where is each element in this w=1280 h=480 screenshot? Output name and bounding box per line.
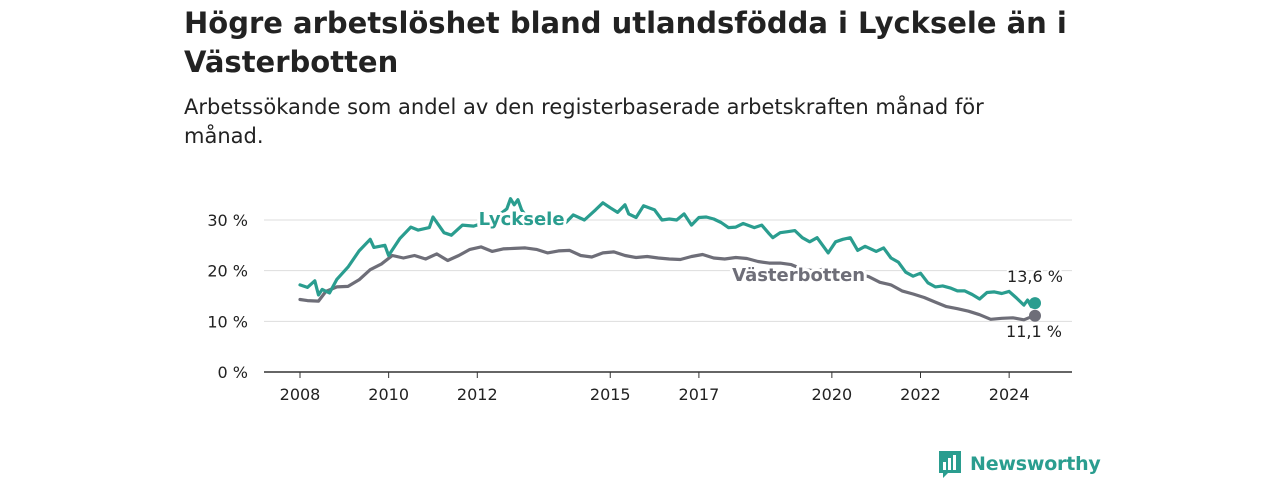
x-tick-label: 2015 xyxy=(590,385,631,404)
y-tick-label: 20 % xyxy=(207,262,248,281)
newsworthy-logo: Newsworthy xyxy=(937,449,1101,479)
y-tick-label: 0 % xyxy=(218,363,248,382)
newsworthy-logo-text: Newsworthy xyxy=(970,453,1101,475)
axes: 0 % 10 % 20 % 30 % 2008 2010 2012 2015 2017 2020 2… xyxy=(207,211,1072,404)
y-tick-label: 10 % xyxy=(207,312,248,331)
newsworthy-logo-icon xyxy=(939,451,961,478)
chart-title: Högre arbetslöshet bland utlandsfödda i … xyxy=(184,6,1067,79)
x-tick-label: 2024 xyxy=(989,385,1030,404)
x-tick-label: 2017 xyxy=(679,385,720,404)
series-end-label: 13,6 % xyxy=(1007,267,1063,286)
series-end-point xyxy=(1029,297,1041,310)
series-end-label: 11,1 % xyxy=(1006,322,1062,341)
x-tick-label: 2012 xyxy=(457,385,498,404)
series-name-label: Västerbotten xyxy=(732,265,865,286)
series-end-point xyxy=(1029,309,1041,322)
x-tick-label: 2010 xyxy=(368,385,409,404)
y-tick-label: 30 % xyxy=(207,211,248,230)
series-lines xyxy=(298,197,1037,322)
chart-subtitle: Arbetssökande som andel av den registerb… xyxy=(184,95,984,148)
x-tick-label: 2020 xyxy=(811,385,852,404)
series-line-vasterbotten xyxy=(298,245,1037,322)
x-tick-label: 2008 xyxy=(280,385,321,404)
series-name-label: Lycksele xyxy=(479,209,565,230)
series-line-lycksele xyxy=(298,197,1037,309)
series-labels: 13,6 % 11,1 % Lycksele Västerbotten xyxy=(476,206,1065,343)
x-tick-label: 2022 xyxy=(900,385,941,404)
